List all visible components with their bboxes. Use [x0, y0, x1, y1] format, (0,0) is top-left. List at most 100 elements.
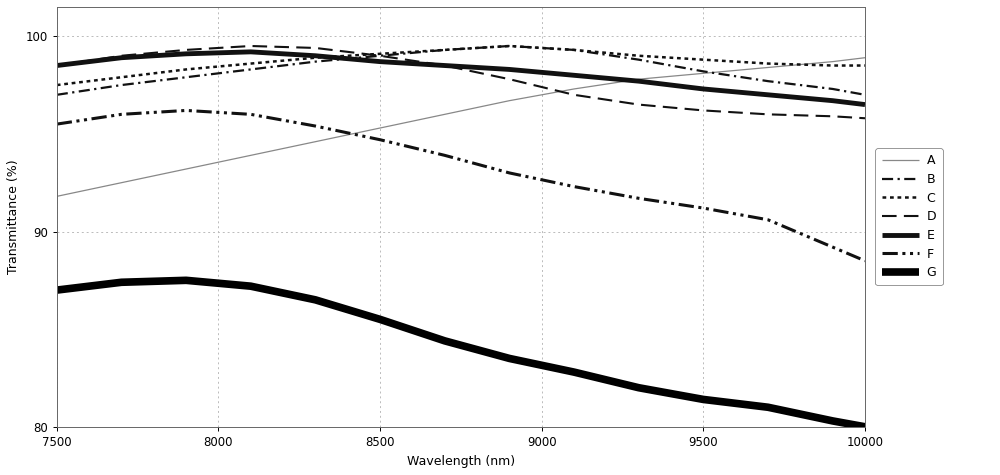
A: [439, 112, 451, 117]
B: [51, 92, 63, 98]
X-axis label: Wavelength (nm): Wavelength (nm): [407, 455, 515, 468]
G: [859, 424, 871, 429]
F: [51, 121, 63, 127]
B: [374, 53, 386, 58]
D: [568, 92, 580, 98]
E: [503, 66, 515, 72]
D: [633, 102, 645, 107]
E: [115, 55, 127, 61]
A: [309, 139, 321, 144]
B: [115, 82, 127, 88]
D: [51, 63, 63, 68]
Line: F: F: [57, 111, 865, 261]
G: [180, 277, 192, 283]
B: [309, 59, 321, 65]
C: [568, 47, 580, 53]
G: [633, 385, 645, 390]
A: [568, 86, 580, 92]
D: [503, 76, 515, 82]
F: [180, 108, 192, 114]
A: [245, 152, 257, 158]
F: [827, 244, 839, 250]
G: [51, 287, 63, 293]
Line: B: B: [57, 46, 865, 95]
F: [697, 205, 709, 211]
D: [115, 53, 127, 58]
B: [245, 66, 257, 72]
C: [309, 55, 321, 61]
C: [51, 82, 63, 88]
E: [180, 51, 192, 57]
E: [859, 102, 871, 107]
G: [309, 297, 321, 303]
C: [697, 57, 709, 63]
Y-axis label: Transmittance (%): Transmittance (%): [7, 160, 20, 274]
C: [762, 61, 774, 67]
F: [762, 217, 774, 223]
A: [374, 125, 386, 131]
B: [827, 86, 839, 92]
E: [568, 73, 580, 78]
E: [374, 59, 386, 65]
B: [180, 75, 192, 80]
A: [762, 65, 774, 70]
G: [439, 338, 451, 344]
F: [309, 123, 321, 129]
D: [697, 108, 709, 114]
F: [633, 195, 645, 201]
A: [697, 70, 709, 76]
Line: C: C: [57, 46, 865, 85]
G: [374, 316, 386, 322]
B: [439, 47, 451, 53]
E: [633, 78, 645, 84]
C: [633, 53, 645, 58]
D: [859, 115, 871, 121]
G: [827, 418, 839, 424]
G: [762, 404, 774, 410]
Line: E: E: [57, 52, 865, 104]
E: [697, 86, 709, 92]
E: [51, 63, 63, 68]
C: [115, 75, 127, 80]
F: [503, 170, 515, 176]
Legend: A, B, C, D, E, F, G: A, B, C, D, E, F, G: [875, 148, 943, 285]
G: [115, 279, 127, 285]
F: [568, 184, 580, 190]
G: [245, 283, 257, 289]
B: [503, 43, 515, 49]
C: [503, 43, 515, 49]
E: [309, 53, 321, 58]
A: [633, 76, 645, 82]
B: [633, 57, 645, 63]
B: [568, 47, 580, 53]
G: [503, 356, 515, 361]
C: [374, 51, 386, 57]
D: [245, 43, 257, 49]
D: [374, 53, 386, 58]
Line: A: A: [57, 58, 865, 196]
A: [115, 180, 127, 186]
E: [245, 49, 257, 55]
A: [827, 59, 839, 65]
C: [827, 63, 839, 68]
E: [827, 98, 839, 104]
A: [859, 55, 871, 61]
D: [439, 63, 451, 68]
G: [568, 369, 580, 375]
Line: D: D: [57, 46, 865, 118]
B: [859, 92, 871, 98]
F: [439, 152, 451, 158]
F: [245, 112, 257, 117]
A: [503, 98, 515, 104]
C: [439, 47, 451, 53]
D: [827, 114, 839, 119]
A: [180, 166, 192, 172]
D: [309, 45, 321, 51]
E: [439, 63, 451, 68]
D: [180, 47, 192, 53]
B: [697, 68, 709, 74]
A: [51, 193, 63, 199]
Line: G: G: [57, 280, 865, 427]
F: [374, 137, 386, 142]
E: [762, 92, 774, 98]
